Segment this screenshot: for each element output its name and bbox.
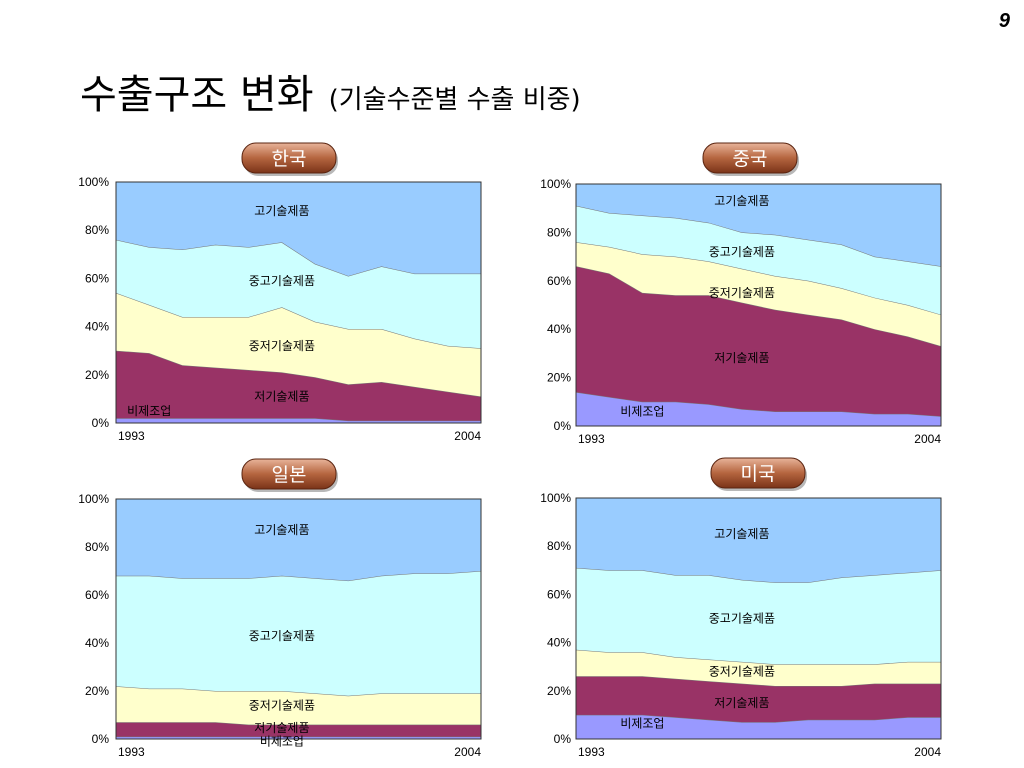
y-tick-label: 80% (547, 225, 571, 239)
x-tick-label: 1993 (578, 745, 605, 759)
area-label-고기술제품: 고기술제품 (714, 527, 769, 541)
chart-2: 0% 20% 40% 60% 80% 100% 1993 2004 고기술제품중고기술제품중저기… (540, 142, 942, 446)
y-tick-label: 0% (554, 732, 572, 746)
country-name: 한국 (272, 148, 307, 170)
y-tick-label: 20% (547, 371, 571, 385)
area-label-고기술제품: 고기술제품 (254, 523, 309, 537)
area-label-비제조업: 비제조업 (620, 716, 664, 730)
area-label-중고기술제품: 중고기술제품 (249, 274, 315, 288)
area-저기술제품 (576, 676, 941, 723)
area-고기술제품 (576, 184, 941, 267)
chart-4: 0% 20% 40% 60% 80% 100% 1993 2004 고기술제품중고기술제품중저기… (540, 457, 942, 759)
y-tick-label: 80% (85, 223, 109, 237)
page-title-group: 수출구조 변화 (기술수준별 수출 비중) (80, 62, 581, 120)
page-number: 9 (998, 10, 1010, 32)
y-tick-label: 80% (547, 539, 571, 553)
area-label-고기술제품: 고기술제품 (254, 204, 309, 218)
badge-pill (241, 458, 337, 490)
country-badge: 한국 (241, 142, 338, 176)
x-tick-label: 1993 (578, 432, 605, 446)
area-label-비제조업: 비제조업 (620, 405, 664, 419)
area-비제조업 (116, 736, 481, 739)
y-tick-label: 20% (85, 684, 109, 698)
y-tick-label: 60% (85, 271, 109, 285)
area-label-저기술제품: 저기술제품 (714, 696, 769, 710)
y-tick-label: 100% (540, 177, 571, 191)
y-tick-label: 60% (547, 274, 571, 288)
x-tick-label: 2004 (454, 745, 481, 759)
chart-3: 0% 20% 40% 60% 80% 100% 1993 2004 고기술제품중고기술제품중저기… (78, 458, 482, 759)
area-저기술제품 (576, 266, 941, 417)
page-title: 수출구조 변화 (80, 72, 314, 118)
country-name: 미국 (741, 463, 776, 485)
area-저기술제품 (116, 722, 481, 737)
area-비제조업 (576, 714, 941, 739)
area-중고기술제품 (116, 571, 481, 696)
y-tick-label: 60% (547, 587, 571, 601)
x-tick-label: 2004 (454, 429, 481, 443)
y-tick-label: 40% (85, 320, 109, 334)
x-tick-label: 1993 (118, 745, 145, 759)
area-중고기술제품 (576, 567, 941, 665)
area-중저기술제품 (576, 242, 941, 347)
area-중저기술제품 (116, 292, 481, 397)
y-tick-label: 100% (78, 492, 109, 506)
area-label-비제조업: 비제조업 (127, 404, 171, 418)
y-tick-label: 40% (547, 322, 571, 336)
y-tick-label: 100% (540, 491, 571, 505)
plot-frame (575, 497, 942, 740)
area-비제조업 (576, 392, 941, 426)
area-label-저기술제품: 저기술제품 (254, 390, 309, 404)
plot-frame (575, 183, 942, 427)
area-label-중저기술제품: 중저기술제품 (249, 698, 315, 712)
area-중저기술제품 (116, 686, 481, 725)
plot-frame (115, 181, 482, 424)
country-badge: 중국 (702, 142, 799, 176)
area-label-중고기술제품: 중고기술제품 (709, 245, 775, 259)
y-tick-label: 60% (85, 588, 109, 602)
area-label-중저기술제품: 중저기술제품 (709, 665, 775, 679)
y-tick-label: 20% (547, 684, 571, 698)
y-tick-label: 0% (554, 419, 572, 433)
area-label-저기술제품: 저기술제품 (254, 721, 309, 735)
area-label-중저기술제품: 중저기술제품 (709, 286, 775, 300)
y-tick-label: 40% (547, 636, 571, 650)
country-badge: 미국 (710, 457, 807, 491)
badge-pill (710, 457, 806, 489)
y-tick-label: 40% (85, 636, 109, 650)
area-중저기술제품 (576, 649, 941, 686)
x-tick-label: 2004 (914, 432, 941, 446)
country-name: 중국 (733, 148, 768, 170)
country-badge: 일본 (241, 458, 338, 492)
area-label-중고기술제품: 중고기술제품 (249, 629, 315, 643)
page-subtitle: (기술수준별 수출 비중) (328, 85, 581, 115)
y-tick-label: 0% (92, 416, 110, 430)
country-name: 일본 (272, 464, 307, 486)
badge-pill (241, 142, 337, 174)
area-label-저기술제품: 저기술제품 (714, 351, 769, 365)
area-저기술제품 (116, 350, 481, 421)
badge-pill (702, 142, 798, 174)
area-label-중고기술제품: 중고기술제품 (709, 612, 775, 626)
y-tick-label: 100% (78, 175, 109, 189)
area-label-중저기술제품: 중저기술제품 (249, 339, 315, 353)
area-비제조업 (116, 418, 481, 423)
area-label-비제조업: 비제조업 (260, 734, 304, 748)
area-중고기술제품 (576, 205, 941, 315)
y-tick-label: 80% (85, 540, 109, 554)
x-tick-label: 1993 (118, 429, 145, 443)
chart-1: 0% 20% 40% 60% 80% 100% 1993 2004 고기술제품중고기술제품중저기… (78, 142, 482, 443)
plot-frame (115, 498, 482, 740)
y-tick-label: 0% (92, 732, 110, 746)
area-label-고기술제품: 고기술제품 (714, 194, 769, 208)
area-고기술제품 (116, 499, 481, 581)
area-고기술제품 (116, 182, 481, 276)
y-tick-label: 20% (85, 368, 109, 382)
area-중고기술제품 (116, 239, 481, 349)
x-tick-label: 2004 (914, 745, 941, 759)
area-고기술제품 (576, 498, 941, 583)
